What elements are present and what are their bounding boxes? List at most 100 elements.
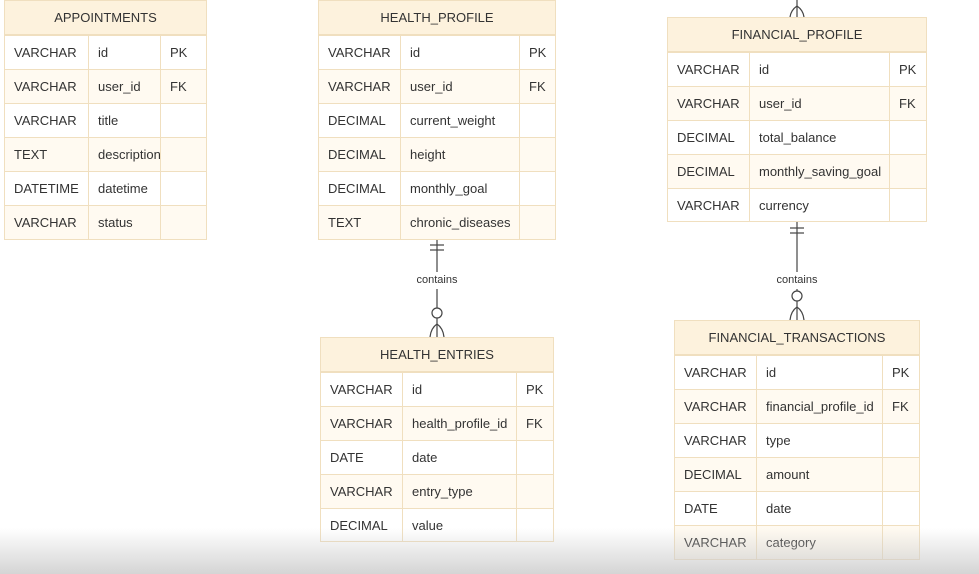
column-type: TEXT: [14, 147, 48, 162]
column-type: DECIMAL: [677, 164, 735, 179]
column-type: DATE: [684, 501, 718, 516]
column-name: monthly_goal: [400, 172, 519, 205]
financial-profile-top-crowsfoot: [789, 0, 805, 18]
column-key: [160, 206, 206, 239]
entity-row[interactable]: DECIMAL monthly_saving_goal: [668, 154, 926, 188]
column-key: [882, 526, 919, 559]
entity-row[interactable]: VARCHAR id PK: [668, 52, 926, 86]
entity-title: HEALTH_PROFILE: [319, 1, 555, 35]
column-type: VARCHAR: [330, 416, 393, 431]
column-type: VARCHAR: [684, 535, 747, 550]
column-name: user_id: [749, 87, 889, 120]
column-name: id: [400, 36, 519, 69]
entity-row[interactable]: VARCHAR id PK: [5, 35, 206, 69]
entity-title: FINANCIAL_PROFILE: [668, 18, 926, 52]
entity-row[interactable]: VARCHAR title: [5, 103, 206, 137]
column-name: monthly_saving_goal: [749, 155, 889, 188]
entity-row[interactable]: DECIMAL total_balance: [668, 120, 926, 154]
column-key: [516, 441, 553, 474]
entity-row[interactable]: VARCHAR type: [675, 423, 919, 457]
column-key: [160, 138, 206, 171]
column-name: id: [88, 36, 160, 69]
column-key: [160, 172, 206, 205]
column-key: [516, 509, 553, 542]
column-key: [519, 104, 555, 137]
entity-row[interactable]: VARCHAR user_id FK: [668, 86, 926, 120]
entity-row[interactable]: DECIMAL current_weight: [319, 103, 555, 137]
column-key: [519, 138, 555, 171]
column-key: FK: [160, 70, 206, 103]
entity-row[interactable]: DECIMAL height: [319, 137, 555, 171]
entity-row[interactable]: VARCHAR id PK: [321, 372, 553, 406]
column-key: PK: [160, 36, 206, 69]
column-key: [882, 424, 919, 457]
entity-row[interactable]: DECIMAL monthly_goal: [319, 171, 555, 205]
column-name: current_weight: [400, 104, 519, 137]
column-name: status: [88, 206, 160, 239]
entity-health-profile[interactable]: HEALTH_PROFILE VARCHAR id PK VARCHAR user_id…: [318, 0, 556, 240]
entity-row[interactable]: VARCHAR entry_type: [321, 474, 553, 508]
column-type: DECIMAL: [328, 181, 386, 196]
column-name: height: [400, 138, 519, 171]
entity-health-entries[interactable]: HEALTH_ENTRIES VARCHAR id PK VARCHAR health_…: [320, 337, 554, 542]
column-key: [882, 458, 919, 491]
column-name: datetime: [88, 172, 160, 205]
entity-row[interactable]: VARCHAR financial_profile_id FK: [675, 389, 919, 423]
column-name: financial_profile_id: [756, 390, 882, 423]
column-name: id: [402, 373, 516, 406]
column-type: VARCHAR: [684, 365, 747, 380]
column-name: currency: [749, 189, 889, 222]
entity-row[interactable]: DECIMAL amount: [675, 457, 919, 491]
entity-row[interactable]: DECIMAL value: [321, 508, 553, 542]
column-key: FK: [516, 407, 553, 440]
entity-financial-profile[interactable]: FINANCIAL_PROFILE VARCHAR id PK VARCHAR user…: [667, 17, 927, 222]
column-key: PK: [889, 53, 926, 86]
column-name: user_id: [88, 70, 160, 103]
entity-row[interactable]: VARCHAR category: [675, 525, 919, 559]
column-type: DECIMAL: [328, 113, 386, 128]
entity-row[interactable]: VARCHAR id PK: [319, 35, 555, 69]
column-name: chronic_diseases: [400, 206, 519, 239]
column-key: FK: [519, 70, 555, 103]
entity-appointments[interactable]: APPOINTMENTS VARCHAR id PK VARCHAR user_id FK…: [4, 0, 207, 240]
column-type: VARCHAR: [330, 484, 393, 499]
column-type: VARCHAR: [328, 45, 391, 60]
column-key: [160, 104, 206, 137]
entity-financial-transactions[interactable]: FINANCIAL_TRANSACTIONS VARCHAR id PK VARCHA…: [674, 320, 920, 560]
entity-row[interactable]: VARCHAR user_id FK: [319, 69, 555, 103]
column-key: [889, 155, 926, 188]
column-key: FK: [889, 87, 926, 120]
column-type: DECIMAL: [684, 467, 742, 482]
entity-row[interactable]: VARCHAR health_profile_id FK: [321, 406, 553, 440]
column-name: total_balance: [749, 121, 889, 154]
entity-title: HEALTH_ENTRIES: [321, 338, 553, 372]
column-name: id: [756, 356, 882, 389]
column-key: [882, 492, 919, 525]
entity-row[interactable]: DATE date: [321, 440, 553, 474]
column-key: PK: [882, 356, 919, 389]
entity-row[interactable]: TEXT description: [5, 137, 206, 171]
entity-row[interactable]: VARCHAR status: [5, 205, 206, 239]
column-key: FK: [882, 390, 919, 423]
entity-row[interactable]: VARCHAR user_id FK: [5, 69, 206, 103]
entity-row[interactable]: DATE date: [675, 491, 919, 525]
column-key: PK: [519, 36, 555, 69]
column-name: date: [402, 441, 516, 474]
column-type: VARCHAR: [330, 382, 393, 397]
column-type: DECIMAL: [328, 147, 386, 162]
entity-row[interactable]: VARCHAR currency: [668, 188, 926, 222]
column-key: [889, 121, 926, 154]
column-type: VARCHAR: [328, 79, 391, 94]
column-type: VARCHAR: [14, 45, 77, 60]
column-type: DECIMAL: [677, 130, 735, 145]
entity-row[interactable]: VARCHAR id PK: [675, 355, 919, 389]
column-key: [519, 206, 555, 239]
relationship-label-financial: contains: [774, 274, 820, 286]
entity-row[interactable]: DATETIME datetime: [5, 171, 206, 205]
column-name: id: [749, 53, 889, 86]
entity-row[interactable]: TEXT chronic_diseases: [319, 205, 555, 239]
column-type: VARCHAR: [14, 215, 77, 230]
column-type: VARCHAR: [14, 79, 77, 94]
column-name: title: [88, 104, 160, 137]
column-name: category: [756, 526, 882, 559]
